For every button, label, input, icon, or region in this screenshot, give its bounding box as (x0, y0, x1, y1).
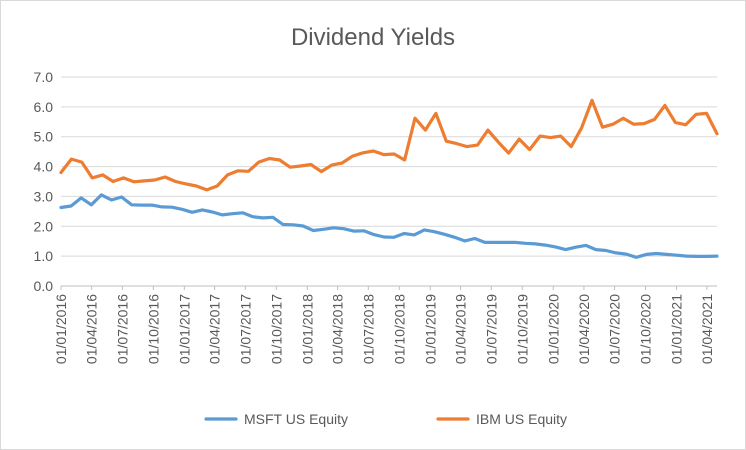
x-tick-label: 01/01/2021 (669, 294, 685, 364)
gridlines (61, 76, 717, 287)
x-tick-label: 01/01/2020 (545, 294, 561, 364)
series-line-msft-us-equity (59, 193, 719, 259)
legend-label: MSFT US Equity (244, 411, 348, 427)
x-tick-label: 01/01/2017 (176, 294, 192, 364)
y-tick-label: 0.0 (34, 278, 54, 294)
y-tick-label: 7.0 (34, 69, 54, 85)
series-line-ibm-us-equity (59, 98, 719, 192)
legend-label: IBM US Equity (476, 411, 567, 427)
chart-title: Dividend Yields (291, 24, 455, 51)
x-tick-label: 01/04/2017 (207, 294, 223, 364)
x-tick-label: 01/10/2016 (145, 294, 161, 364)
x-tick-label: 01/10/2019 (514, 294, 530, 364)
y-tick-label: 3.0 (34, 188, 54, 204)
x-tick-label: 01/04/2016 (84, 294, 100, 364)
x-tick-label: 01/10/2017 (268, 294, 284, 364)
x-tick-label: 01/01/2018 (299, 294, 315, 364)
y-tick-label: 1.0 (34, 248, 54, 264)
legend: MSFT US Equity IBM US Equity (204, 411, 567, 427)
x-tick-label: 01/04/2019 (453, 294, 469, 364)
x-tick-label: 01/04/2021 (699, 294, 715, 364)
x-tick-label: 01/07/2016 (114, 294, 130, 364)
y-tick-label: 4.0 (34, 159, 54, 175)
x-tick-label: 01/01/2016 (53, 294, 69, 364)
x-tick-label: 01/07/2019 (483, 294, 499, 364)
x-tick-label: 01/04/2020 (576, 294, 592, 364)
x-axis-ticks: 01/01/2016 01/04/2016 01/07/2016 01/10/2016… (53, 286, 715, 364)
x-tick-label: 01/07/2017 (237, 294, 253, 364)
x-tick-label: 01/04/2018 (330, 294, 346, 364)
y-tick-label: 2.0 (34, 218, 54, 234)
y-axis-ticks: 0.0 1.0 2.0 3.0 4.0 5.0 6.0 7.0 (34, 69, 54, 294)
x-tick-label: 01/07/2018 (360, 294, 376, 364)
series-lines (59, 98, 719, 259)
y-tick-label: 5.0 (34, 129, 54, 145)
x-tick-label: 01/07/2020 (607, 294, 623, 364)
x-tick-label: 01/10/2020 (638, 294, 654, 364)
y-tick-label: 6.0 (34, 99, 54, 115)
x-tick-label: 01/10/2018 (391, 294, 407, 364)
x-tick-label: 01/01/2019 (422, 294, 438, 364)
